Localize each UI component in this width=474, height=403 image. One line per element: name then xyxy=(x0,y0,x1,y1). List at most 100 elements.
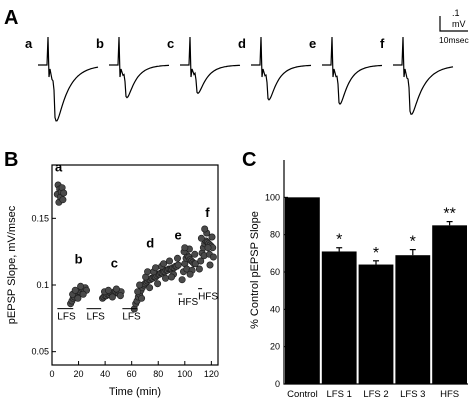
b-letter-b: b xyxy=(75,252,83,267)
trace-d xyxy=(251,36,312,101)
b-xtick-label: 100 xyxy=(177,369,192,379)
b-point-post-LFS3 xyxy=(174,261,182,269)
b-letter-d: d xyxy=(146,236,154,251)
panel-b-frame xyxy=(51,164,219,366)
panel-c-ylabel: % Control pEPSP Slope xyxy=(249,211,261,329)
b-point-post-HFS2 xyxy=(204,244,212,252)
b-ytick-label: 0.05 xyxy=(31,347,49,357)
scale-bar-amplitude-unit: mV xyxy=(452,19,466,29)
panel-c-bars: Control * LFS 1 * LFS 2 * LFS 3 ** HFS xyxy=(285,197,467,400)
trace-c xyxy=(180,36,241,95)
b-point-post-LFS3 xyxy=(146,284,154,292)
trace-a xyxy=(38,36,99,122)
trace-label-a: a xyxy=(25,36,33,51)
b-point-post-HFS2 xyxy=(206,261,214,269)
b-point-post-HFS1 xyxy=(181,244,189,252)
panel-b-points xyxy=(53,181,217,313)
c-ytick-label: 100 xyxy=(265,192,280,202)
c-significance: * xyxy=(373,245,379,262)
b-xtick-label: 60 xyxy=(127,369,137,379)
b-point-post-HFS1 xyxy=(191,250,199,258)
b-point-post-HFS2 xyxy=(195,265,203,273)
c-bar-control xyxy=(285,197,320,384)
b-point-post-HFS1 xyxy=(186,270,194,278)
b-point-post-LFS3 xyxy=(138,294,146,302)
c-category-label: Control xyxy=(287,389,318,400)
trace-label-e: e xyxy=(309,36,316,51)
b-point-post-HFS2 xyxy=(208,233,216,241)
b-point-post-LFS2 xyxy=(104,286,112,294)
trace-label-c: c xyxy=(167,36,174,51)
b-point-post-LFS1 xyxy=(77,282,85,290)
b-point-post-HFS2 xyxy=(197,234,205,242)
scale-bar-amplitude: .1 xyxy=(452,8,460,18)
trace-b xyxy=(109,36,169,99)
c-significance: ** xyxy=(443,206,455,223)
b-xtick-label: 80 xyxy=(153,369,163,379)
c-ytick-label: 80 xyxy=(270,230,280,240)
b-ytick-label: 0.15 xyxy=(31,213,49,223)
trace-label-d: d xyxy=(238,36,246,51)
trace-label-f: f xyxy=(380,36,385,51)
b-stim-label-1: LFS xyxy=(87,312,106,323)
panel-label-c: C xyxy=(242,149,256,171)
b-point-post-LFS3 xyxy=(166,257,174,265)
panel-a-traces: a b c d e f xyxy=(25,36,454,122)
c-bar-lfs-1 xyxy=(321,251,357,384)
b-stim-label-0: LFS xyxy=(57,312,76,323)
b-point-post-HFS2 xyxy=(201,225,209,233)
panel-b-letters: a b c d e f xyxy=(55,160,210,271)
b-letter-a: a xyxy=(55,160,63,175)
b-letter-e: e xyxy=(175,228,182,243)
b-point-post-LFS1 xyxy=(79,290,87,298)
c-bar-hfs xyxy=(432,225,467,384)
panel-b-stim-labels: LFS LFS LFS HFS HFS xyxy=(57,288,218,323)
b-point-post-HFS1 xyxy=(178,276,186,284)
panel-label-b: B xyxy=(4,149,18,171)
c-significance: * xyxy=(410,234,416,251)
c-ytick-label: 60 xyxy=(270,267,280,277)
c-significance: * xyxy=(336,232,342,249)
b-point-baseline xyxy=(59,196,67,204)
b-point-post-LFS3 xyxy=(168,273,176,281)
panel-c-chart: 0 20 40 60 80 100 Control * LFS 1 * LFS 2 * LFS 3 **… xyxy=(249,160,468,400)
b-xtick-label: 20 xyxy=(74,369,84,379)
scale-bar: .1 mV 10msec xyxy=(439,8,470,45)
panel-label-a: A xyxy=(4,7,18,29)
b-point-post-LFS3 xyxy=(162,274,170,282)
scale-bar-time: 10msec xyxy=(439,35,470,45)
b-point-post-LFS3 xyxy=(174,254,182,262)
scale-bar-lines xyxy=(439,16,468,32)
b-point-post-LFS3 xyxy=(144,268,152,276)
c-bar-lfs-3 xyxy=(395,255,431,384)
b-xtick-label: 40 xyxy=(100,369,110,379)
panel-b-ylabel: pEPSP Slope, mV/msec xyxy=(6,205,18,324)
b-point-post-HFS2 xyxy=(209,253,217,261)
b-point-baseline xyxy=(60,189,68,197)
b-stim-label-3: HFS xyxy=(178,297,198,308)
b-stim-label-4: HFS xyxy=(198,292,218,303)
c-category-label: HFS xyxy=(440,389,459,400)
trace-f xyxy=(393,36,454,115)
b-point-post-HFS2 xyxy=(197,257,205,265)
trace-e xyxy=(322,36,382,106)
b-point-post-LFS2 xyxy=(116,292,124,300)
b-point-post-LFS1 xyxy=(74,294,82,302)
b-letter-f: f xyxy=(205,205,210,220)
c-bar-lfs-2 xyxy=(358,264,394,384)
c-ytick-label: 20 xyxy=(270,342,280,352)
b-letter-c: c xyxy=(111,256,118,271)
c-ytick-label: 40 xyxy=(270,304,280,314)
trace-label-b: b xyxy=(96,36,104,51)
c-ytick-label: 0 xyxy=(275,379,280,389)
c-category-label: LFS 3 xyxy=(400,389,425,400)
b-point-post-LFS3 xyxy=(154,280,162,288)
b-point-post-LFS1 xyxy=(71,286,79,294)
b-point-post-LFS3 xyxy=(152,264,160,272)
b-stim-label-2: LFS xyxy=(122,312,141,323)
b-xtick-label: 120 xyxy=(204,369,219,379)
b-point-post-LFS3 xyxy=(134,288,142,296)
